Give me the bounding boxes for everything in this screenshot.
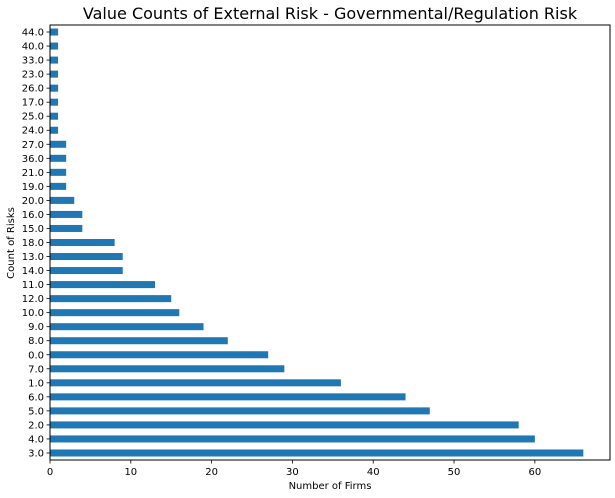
y-tick-label: 16.0 [22,210,44,221]
y-tick-label: 36.0 [22,154,44,165]
x-tick-label: 40 [367,467,380,478]
y-tick-label: 6.0 [28,392,44,403]
x-tick-label: 10 [124,467,137,478]
bar [50,168,67,176]
y-tick-label: 5.0 [28,406,44,417]
y-tick-label: 27.0 [22,140,44,151]
bar [50,56,59,64]
x-axis-label: Number of Firms [289,481,372,492]
bar [50,337,228,345]
bars-group [50,28,584,457]
y-axis-ticks: 3.0 4.0 2.0 5.0 6.0 1.0 7.0 0.0 8.0 9.0 10.0 12.0 11… [22,28,50,459]
y-tick-label: 40.0 [22,42,44,53]
y-tick-label: 25.0 [22,112,44,123]
x-tick-label: 20 [205,467,218,478]
bar [50,393,406,401]
x-tick-label: 50 [448,467,461,478]
bar [50,182,67,190]
bar [50,224,83,232]
y-tick-label: 2.0 [28,420,44,431]
y-tick-label: 26.0 [22,84,44,95]
y-tick-label: 24.0 [22,126,44,137]
bar [50,323,204,331]
y-tick-label: 0.0 [28,350,44,361]
y-tick-label: 17.0 [22,98,44,109]
y-tick-label: 33.0 [22,56,44,67]
chart-title: Value Counts of External Risk - Governme… [83,4,578,23]
y-tick-label: 1.0 [28,378,44,389]
bar [50,267,123,275]
bar [50,140,67,148]
bar [50,98,59,106]
bar [50,435,535,443]
bar [50,42,59,50]
y-tick-label: 12.0 [22,294,44,305]
bar [50,112,59,120]
y-tick-label: 9.0 [28,322,44,333]
bar [50,449,584,457]
bar [50,421,519,429]
y-tick-label: 44.0 [22,28,44,39]
x-tick-label: 30 [286,467,299,478]
bar [50,295,172,303]
bar [50,351,269,359]
y-tick-label: 13.0 [22,252,44,263]
y-tick-label: 15.0 [22,224,44,235]
bar [50,238,115,247]
x-axis-ticks: 0 10 20 30 40 50 60 [47,460,541,478]
y-tick-label: 8.0 [28,336,44,347]
y-axis-label: Count of Risks [6,207,17,279]
bar [50,70,59,78]
plot-frame [49,24,611,461]
y-tick-label: 21.0 [22,168,44,179]
y-tick-label: 19.0 [22,182,44,193]
y-tick-label: 10.0 [22,308,44,319]
x-tick-label: 60 [528,467,541,478]
y-tick-label: 7.0 [28,364,44,375]
bar [50,281,156,289]
x-tick-label: 0 [47,467,53,478]
bar [50,154,67,162]
bar [50,379,341,387]
bar [50,309,180,317]
bar [50,126,59,134]
bar [50,84,59,92]
y-tick-label: 3.0 [28,448,44,459]
bar [50,407,430,415]
y-tick-label: 18.0 [22,238,44,249]
bar [50,196,75,204]
bar [50,253,123,261]
y-tick-label: 4.0 [28,434,44,445]
bar [50,210,83,218]
y-tick-label: 11.0 [22,280,44,291]
bar [50,365,285,373]
y-tick-label: 23.0 [22,70,44,81]
bar [50,28,59,36]
y-tick-label: 14.0 [22,266,44,277]
y-tick-label: 20.0 [22,196,44,207]
